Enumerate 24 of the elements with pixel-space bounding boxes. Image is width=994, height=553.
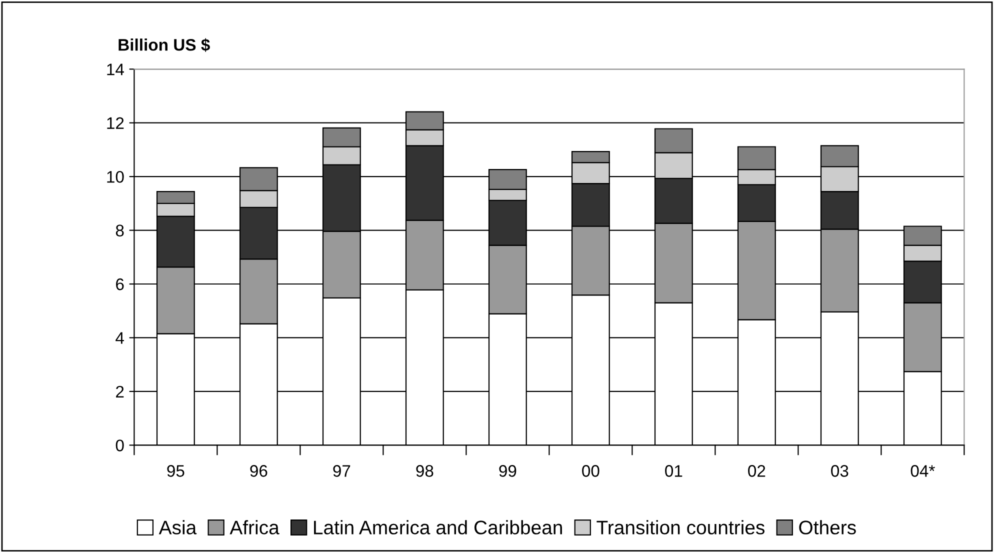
y-tick-label: 2	[116, 386, 124, 398]
y-axis-title: Billion US $	[118, 38, 210, 52]
x-tick-label: 97	[333, 465, 350, 477]
y-tick-label: 12	[107, 117, 124, 129]
x-tick-label: 99	[499, 465, 516, 477]
y-tick-label: 6	[116, 278, 124, 290]
y-tick-label: 10	[107, 170, 124, 183]
x-tick-label: 04*	[910, 465, 935, 477]
legend-label: Others	[799, 520, 856, 534]
x-tick-label: 02	[748, 465, 766, 477]
legend-label: Africa	[230, 520, 280, 534]
x-tick-label: 98	[416, 465, 434, 477]
y-tick-label: 8	[116, 224, 124, 236]
x-tick-label: 95	[167, 465, 184, 477]
x-tick-label: 01	[665, 465, 682, 477]
y-tick-label: 14	[107, 64, 124, 76]
y-tick-label: 0	[116, 440, 124, 452]
x-tick-label: 96	[250, 465, 268, 477]
x-tick-label: 03	[831, 465, 848, 477]
legend-label: Asia	[158, 520, 197, 534]
legend-label: Transition countries	[596, 520, 764, 534]
legend-label: Latin America and Caribbean	[314, 520, 562, 534]
y-tick-label: 4	[116, 332, 124, 344]
x-tick-label: 00	[582, 465, 600, 477]
